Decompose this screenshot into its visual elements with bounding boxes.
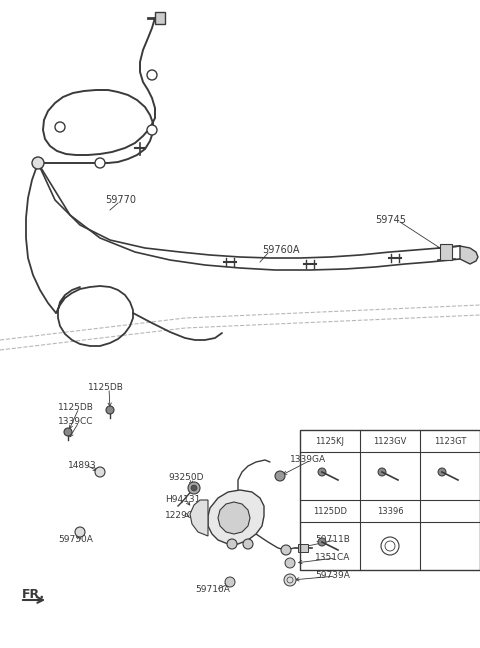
Text: 1339CC: 1339CC — [58, 417, 94, 426]
Circle shape — [275, 471, 285, 481]
Text: 59711B: 59711B — [315, 535, 350, 544]
Text: 1125DD: 1125DD — [313, 507, 347, 516]
Text: 59760A: 59760A — [262, 245, 300, 255]
Text: 1125DB: 1125DB — [58, 404, 94, 413]
Text: 93250D: 93250D — [168, 474, 204, 483]
Text: 1125DB: 1125DB — [88, 384, 124, 393]
Circle shape — [191, 485, 197, 491]
Circle shape — [225, 577, 235, 587]
Polygon shape — [218, 502, 250, 534]
Text: 1125KJ: 1125KJ — [315, 437, 345, 446]
Circle shape — [188, 482, 200, 494]
Text: 59710A: 59710A — [195, 586, 230, 594]
Circle shape — [438, 468, 446, 476]
Text: 59770: 59770 — [105, 195, 136, 205]
Text: 1351CA: 1351CA — [315, 553, 350, 562]
Text: 13396: 13396 — [377, 507, 403, 516]
Bar — [440, 244, 452, 260]
Circle shape — [284, 574, 296, 586]
Circle shape — [95, 467, 105, 477]
Polygon shape — [208, 490, 264, 544]
Text: FR.: FR. — [22, 588, 45, 601]
Text: H94131: H94131 — [165, 496, 200, 505]
Circle shape — [147, 125, 157, 135]
Circle shape — [243, 539, 253, 549]
Circle shape — [55, 122, 65, 132]
Circle shape — [64, 428, 72, 436]
Circle shape — [378, 468, 386, 476]
Text: 1339GA: 1339GA — [290, 456, 326, 465]
Circle shape — [75, 527, 85, 537]
Bar — [155, 12, 165, 24]
Text: 14893: 14893 — [68, 461, 96, 470]
Circle shape — [285, 558, 295, 568]
Circle shape — [95, 158, 105, 168]
Circle shape — [32, 157, 44, 169]
Bar — [298, 544, 308, 552]
Circle shape — [281, 545, 291, 555]
Text: 1229CB: 1229CB — [165, 511, 200, 520]
Polygon shape — [460, 246, 478, 264]
Text: 1123GV: 1123GV — [373, 437, 407, 446]
Bar — [300, 430, 480, 570]
Circle shape — [318, 538, 326, 546]
Text: 59745: 59745 — [375, 215, 406, 225]
Text: 59750A: 59750A — [58, 535, 93, 544]
Circle shape — [106, 406, 114, 414]
Circle shape — [318, 468, 326, 476]
Polygon shape — [190, 500, 208, 536]
Circle shape — [227, 539, 237, 549]
Circle shape — [147, 70, 157, 80]
Text: 1123GT: 1123GT — [434, 437, 466, 446]
Text: 59739A: 59739A — [315, 572, 350, 581]
